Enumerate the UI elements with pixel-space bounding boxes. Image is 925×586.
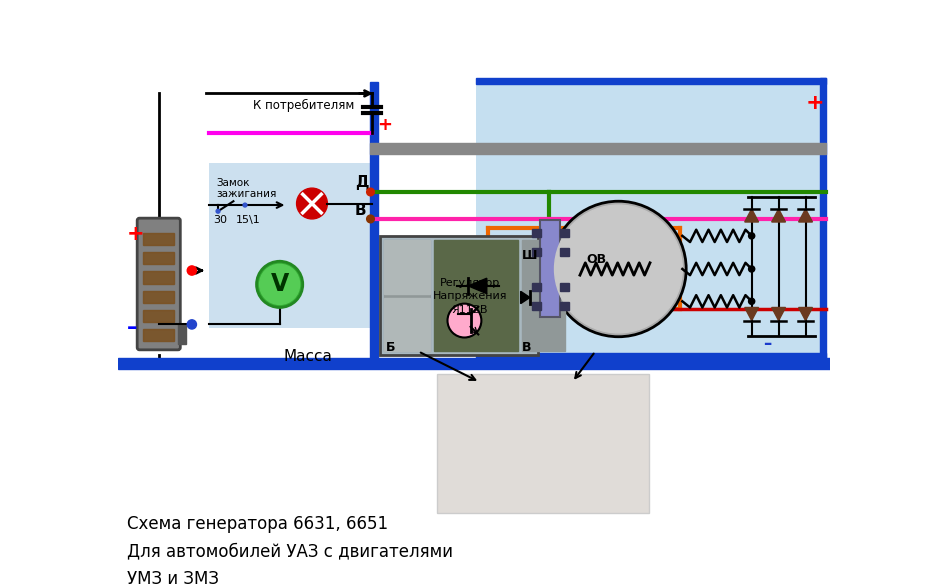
- Polygon shape: [798, 209, 812, 222]
- FancyBboxPatch shape: [137, 218, 180, 350]
- Bar: [560, 229, 569, 237]
- Text: Д: Д: [355, 175, 368, 190]
- Text: –: –: [763, 335, 771, 353]
- Bar: [118, 357, 831, 369]
- Text: –: –: [127, 318, 138, 338]
- Text: Регулятор
Напряжения
Я112В: Регулятор Напряжения Я112В: [433, 278, 507, 315]
- Polygon shape: [468, 278, 487, 294]
- Circle shape: [216, 209, 220, 213]
- Polygon shape: [798, 308, 812, 321]
- Circle shape: [256, 261, 302, 308]
- Text: V: V: [270, 271, 289, 295]
- Bar: [820, 78, 826, 359]
- Bar: [560, 248, 569, 256]
- Circle shape: [550, 201, 686, 337]
- Text: 15\1: 15\1: [236, 215, 261, 225]
- Bar: [143, 252, 174, 264]
- Bar: [178, 325, 186, 343]
- Bar: [143, 310, 174, 322]
- Bar: [476, 353, 826, 359]
- Bar: [384, 240, 430, 352]
- Circle shape: [366, 215, 375, 223]
- Bar: [434, 240, 518, 352]
- Circle shape: [448, 304, 481, 338]
- Text: 30: 30: [214, 215, 228, 225]
- Text: К потребителям: К потребителям: [253, 98, 354, 112]
- Bar: [384, 298, 430, 352]
- Bar: [380, 236, 537, 355]
- Text: Ш: Ш: [523, 249, 537, 262]
- Polygon shape: [745, 308, 758, 321]
- Text: +: +: [376, 117, 391, 134]
- Circle shape: [260, 264, 300, 304]
- Bar: [143, 233, 174, 245]
- Bar: [532, 283, 541, 291]
- Bar: [560, 283, 569, 291]
- Text: Б: Б: [386, 342, 395, 355]
- Text: Масса: Масса: [283, 349, 332, 364]
- Circle shape: [187, 320, 196, 329]
- Circle shape: [748, 298, 755, 304]
- Bar: [476, 78, 826, 359]
- Bar: [532, 248, 541, 256]
- Text: +: +: [127, 224, 145, 244]
- Bar: [560, 302, 569, 310]
- Polygon shape: [771, 308, 785, 321]
- Bar: [384, 240, 430, 294]
- Text: +: +: [806, 93, 824, 113]
- Circle shape: [748, 266, 755, 272]
- Text: ОВ: ОВ: [586, 253, 606, 266]
- Bar: [476, 78, 826, 84]
- Circle shape: [366, 188, 375, 196]
- Circle shape: [554, 205, 683, 333]
- Bar: [438, 374, 649, 513]
- Text: В: В: [355, 203, 366, 218]
- Circle shape: [187, 266, 196, 275]
- Text: Схема генератора 6631, 6651
Для автомобилей УАЗ с двигателями
УМЗ и ЗМЗ
С новой : Схема генератора 6631, 6651 Для автомоби…: [127, 515, 453, 586]
- Bar: [143, 291, 174, 303]
- Bar: [523, 240, 564, 352]
- Bar: [540, 220, 560, 316]
- Bar: [143, 329, 174, 342]
- Bar: [532, 302, 541, 310]
- Bar: [532, 229, 541, 237]
- Bar: [209, 163, 376, 328]
- Text: В: В: [523, 342, 532, 355]
- Text: Замок
зажигания: Замок зажигания: [216, 178, 277, 199]
- Bar: [371, 82, 378, 359]
- Bar: [371, 144, 826, 154]
- Bar: [143, 271, 174, 284]
- Polygon shape: [771, 209, 785, 222]
- Circle shape: [297, 188, 327, 219]
- Circle shape: [243, 203, 247, 207]
- Circle shape: [748, 233, 755, 239]
- Polygon shape: [521, 291, 530, 304]
- Polygon shape: [745, 209, 758, 222]
